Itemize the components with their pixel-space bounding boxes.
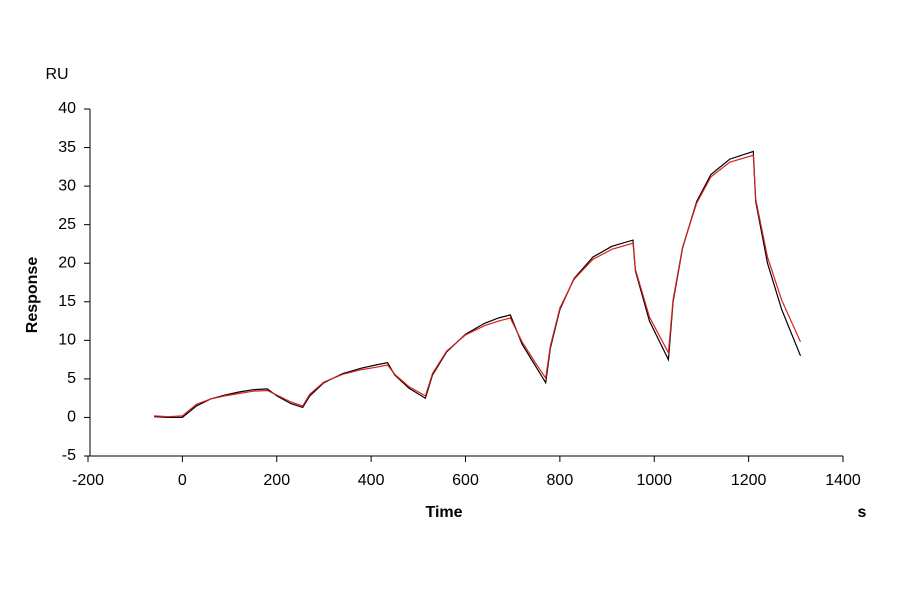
x-tick-label: -200 [72,472,104,489]
y-label: Response [24,257,41,334]
x-tick-label: 800 [547,472,574,489]
y-tick-label: 35 [58,139,76,156]
y-tick-label: 5 [67,370,76,387]
x-tick-label: 1200 [731,472,767,489]
y-tick-label: 15 [58,293,76,310]
x-tick-label: 400 [358,472,385,489]
x-unit: s [858,504,867,521]
y-tick-label: 40 [58,100,76,117]
y-tick-label: 10 [58,332,76,349]
x-tick-label: 1000 [636,472,672,489]
series-line [154,154,802,418]
y-tick-label: 20 [58,254,76,271]
y-tick-label: 30 [58,177,76,194]
y-tick-label: 0 [67,409,76,426]
x-label: Time [425,504,462,521]
y-tick-label: 25 [58,216,76,233]
y-tick-label: -5 [62,447,76,464]
x-tick-label: 200 [263,472,290,489]
x-tick-label: 0 [178,472,187,489]
x-tick-label: 600 [452,472,479,489]
x-tick-label: 1400 [825,472,861,489]
y-unit: RU [45,66,68,83]
